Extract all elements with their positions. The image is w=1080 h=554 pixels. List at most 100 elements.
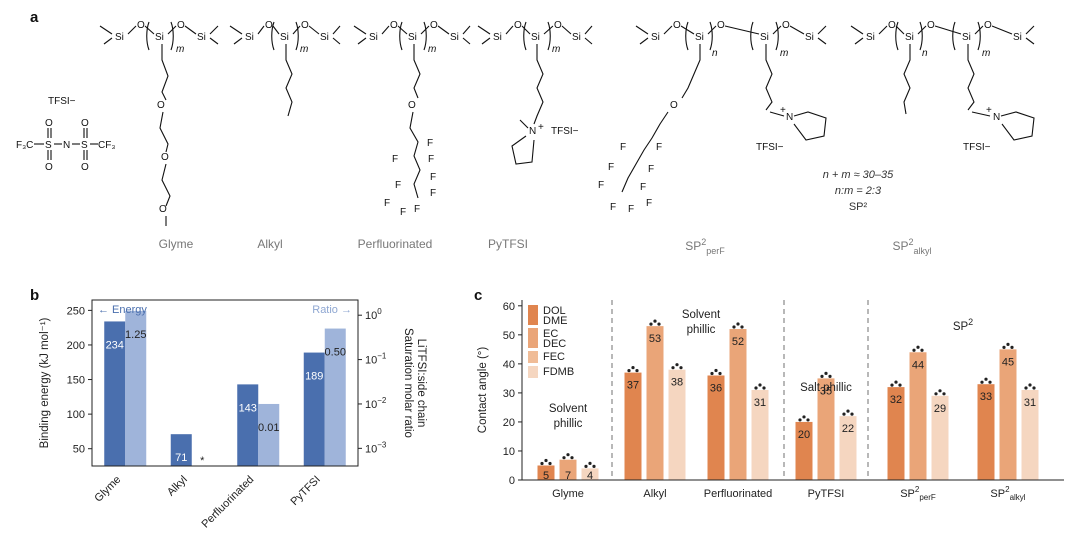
legend-swatch-1: [528, 328, 538, 348]
svg-text:F: F: [414, 204, 420, 215]
point-1-2-2: [679, 366, 683, 370]
y-axis-title: Binding energy (kJ mol⁻¹): [39, 317, 51, 448]
y2-axis-title-line1: Saturation molar ratio: [402, 328, 414, 438]
svg-text:O: O: [984, 20, 992, 31]
y2-tick-label-0: 100: [365, 307, 382, 322]
point-4-1-0: [912, 348, 916, 352]
svg-text:F: F: [428, 154, 434, 165]
label-alkyl: Alkyl: [257, 237, 282, 251]
legend-label-1-1: DEC: [543, 338, 566, 350]
x-tick-label-2: Perfluorinated: [199, 474, 256, 531]
svg-text:O: O: [927, 20, 935, 31]
y2-tick-base-0: 10: [365, 310, 377, 322]
legend-label-0-0: DOL: [543, 305, 566, 317]
bar-label-1-0: 37: [627, 380, 639, 392]
svg-text:O: O: [514, 20, 522, 31]
y2-tick-exp-1: −1: [377, 352, 387, 361]
y-tick-label-1: 100: [67, 409, 85, 421]
svg-text:Si: Si: [115, 32, 124, 43]
plot-frame: [91, 299, 359, 467]
annotation-pytfsi-note-0: Salt phillic: [800, 382, 852, 394]
svg-text:Si: Si: [197, 32, 206, 43]
svg-text:Si: Si: [408, 32, 417, 43]
y2-tick-exp-2: −2: [377, 396, 387, 405]
bar-5-2: [1021, 390, 1039, 480]
structure-glyme: Si O Si O Si m O O O Glyme: [99, 20, 219, 251]
bar-label-1-1: 53: [649, 333, 661, 345]
atom-s-right: S: [81, 140, 88, 151]
panel-letter-a: a: [30, 9, 39, 26]
svg-text:F: F: [656, 142, 662, 153]
point-5-0-0: [980, 380, 984, 384]
svg-text:O: O: [137, 20, 145, 31]
atom-o-2: O: [45, 162, 53, 173]
bar-energy-label-2: 143: [239, 402, 257, 414]
point-4-2-2: [942, 392, 946, 396]
svg-text:Si: Si: [760, 32, 769, 43]
x-tick-sub-5: alkyl: [1010, 493, 1026, 502]
bar-ratio-label-3: 0.50: [325, 347, 346, 359]
point-5-2-2: [1032, 386, 1036, 390]
y2-axis-title-line2: LiTFSI:side chain: [415, 339, 427, 428]
point-1-2-1: [675, 363, 679, 367]
svg-text:Si: Si: [369, 32, 378, 43]
x-tick-sup-4: 2: [915, 485, 920, 494]
svg-text:N: N: [993, 112, 1000, 123]
legend-ratio: Ratio →: [312, 304, 352, 316]
structure-sp2-alkyl: Si O Si O Si O Si n m N + TFSI− SP2alkyl: [850, 20, 1035, 256]
bar-3-0: [795, 421, 813, 480]
point-0-1-2: [570, 456, 574, 460]
svg-text:F: F: [628, 204, 634, 215]
x-tick-label-5: SP2alkyl: [990, 485, 1025, 502]
label-pytfsi: PyTFSI: [488, 237, 528, 251]
y2-tick-exp-0: 0: [377, 307, 382, 316]
atom-o-1: O: [45, 118, 53, 129]
legend-swatch-3: [528, 366, 538, 378]
y2-tick-base-2: 10: [365, 399, 377, 411]
svg-text:F: F: [430, 188, 436, 199]
x-tick-label-1: Alkyl: [165, 474, 190, 499]
tfsi-label: TFSI−: [48, 96, 76, 107]
annotation-sp2-sup: 2: [968, 317, 973, 327]
y2-tick-base-3: 10: [365, 443, 377, 455]
bar-label-4-1: 44: [912, 359, 924, 371]
bar-energy-2: [237, 384, 259, 466]
point-2-0-0: [710, 371, 714, 376]
svg-text:O: O: [888, 20, 896, 31]
svg-text:Si: Si: [1013, 32, 1022, 43]
svg-text:F: F: [400, 207, 406, 218]
bar-2-2: [751, 390, 769, 480]
svg-text:+: +: [780, 105, 786, 116]
x-tick-name-1: Alkyl: [643, 488, 666, 500]
bar-energy-label-3: 189: [305, 371, 323, 383]
svg-text:m: m: [982, 48, 990, 59]
annotation-alkyl-note-1: phillic: [687, 324, 716, 336]
point-2-1-0: [732, 325, 736, 329]
panel-letter-c: c: [474, 287, 482, 304]
legend-label-0-1: DME: [543, 315, 567, 327]
point-0-2-0: [584, 464, 588, 468]
point-0-2-2: [592, 464, 596, 468]
bar-ratio-3: [324, 328, 346, 466]
bar-2-0: [707, 375, 725, 480]
point-4-2-0: [934, 392, 938, 396]
point-5-1-2: [1010, 345, 1014, 349]
bar-0-0: [537, 465, 555, 480]
bar-1-0: [624, 372, 642, 480]
annotation-sp2: SP2: [953, 317, 973, 333]
point-0-1-1: [566, 453, 570, 457]
structure-pytfsi: Si O Si O Si m N + TFSI− PyTFSI: [477, 20, 593, 251]
x-tick-label-3: PyTFSI: [288, 474, 322, 508]
point-4-0-0: [890, 383, 894, 387]
bar-label-5-2: 31: [1024, 397, 1036, 409]
point-3-1-1: [824, 371, 828, 375]
bar-2-1: [729, 329, 747, 480]
svg-text:F: F: [430, 172, 436, 183]
bar-4-1: [909, 352, 927, 480]
x-tick-label-0: Glyme: [92, 474, 123, 505]
svg-text:O: O: [408, 100, 416, 111]
svg-text:F: F: [646, 198, 652, 209]
